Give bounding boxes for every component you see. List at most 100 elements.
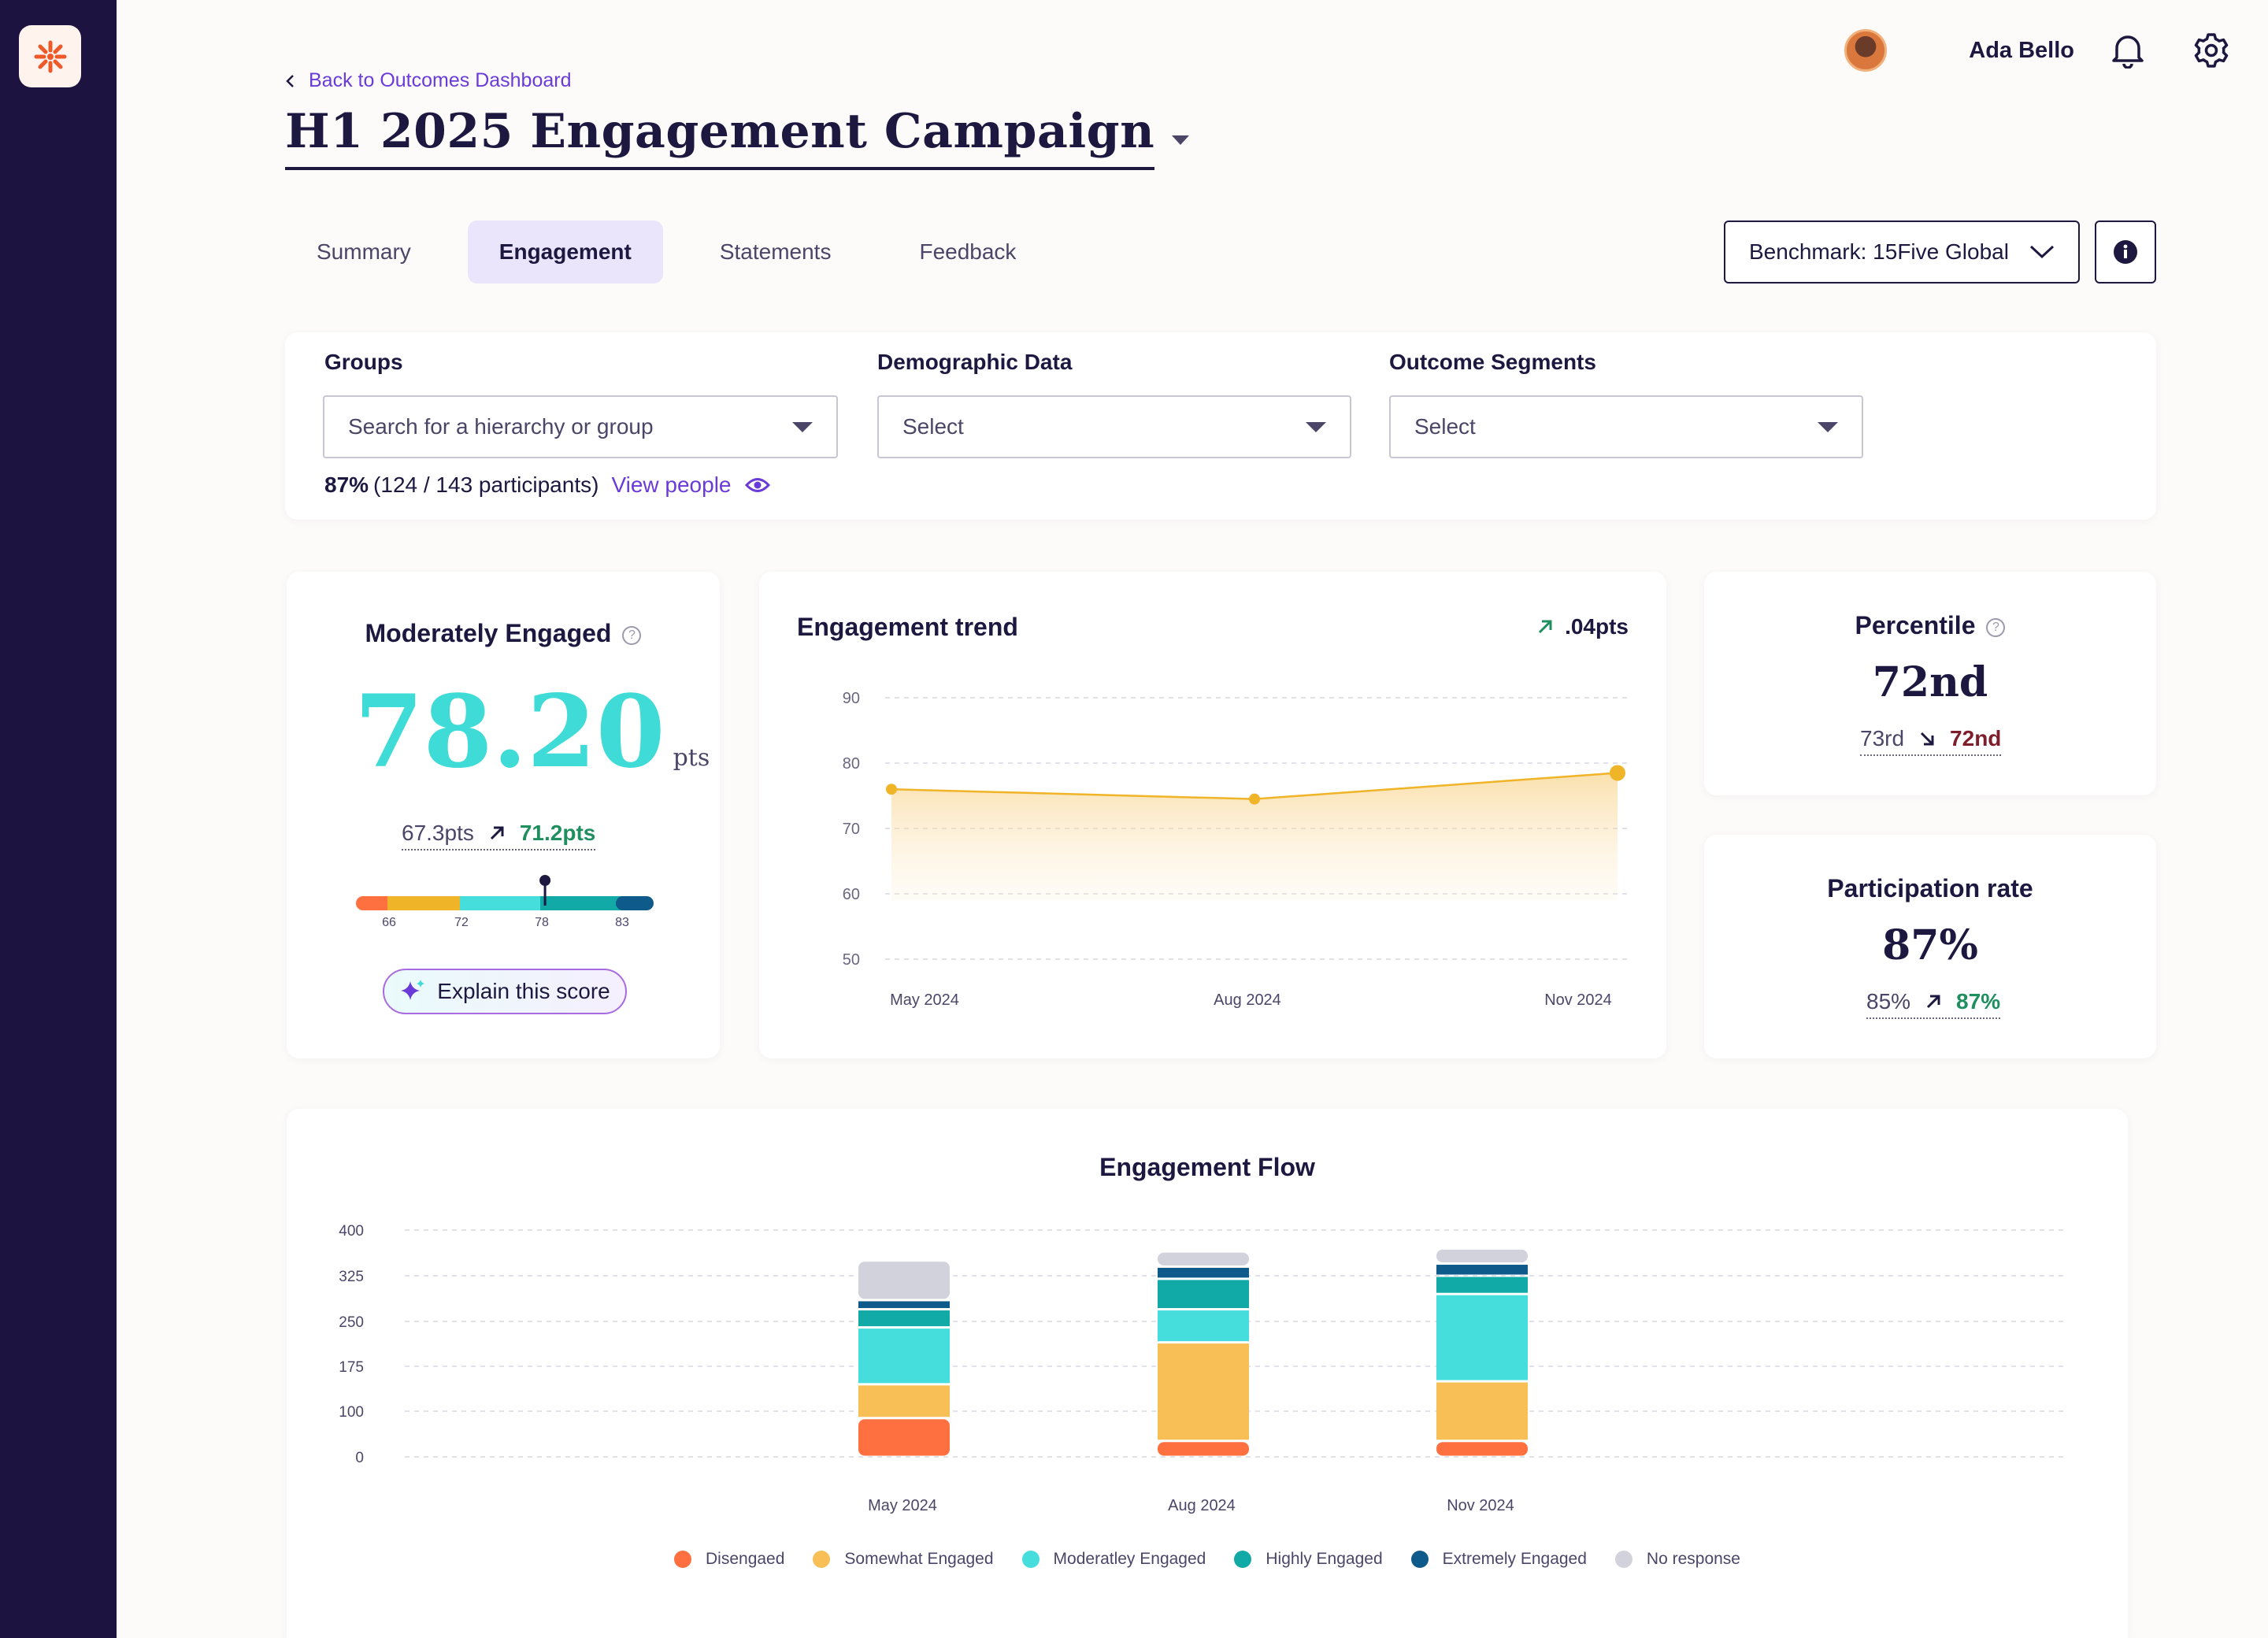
- eye-icon[interactable]: [745, 476, 771, 494]
- left-rail: [0, 0, 117, 1638]
- gauge-tick: 72: [454, 916, 469, 929]
- trend-point[interactable]: [1249, 793, 1260, 805]
- flow-bar-segment: [1158, 1267, 1249, 1278]
- legend-label: Somewhat Engaged: [844, 1550, 994, 1568]
- flow-bar-segment: [1158, 1442, 1249, 1456]
- gear-icon[interactable]: [2189, 28, 2233, 72]
- legend-item[interactable]: Extremely Engaged: [1410, 1550, 1587, 1569]
- legend-item[interactable]: Moderatley Engaged: [1021, 1550, 1206, 1569]
- percentile-current: 72nd: [1950, 726, 2002, 750]
- legend-item[interactable]: Somewhat Engaged: [813, 1550, 994, 1569]
- legend-item[interactable]: Disengaed: [674, 1550, 784, 1569]
- percentile-delta[interactable]: 73rd 72nd: [1860, 726, 2002, 756]
- trend-title: Engagement trend: [797, 613, 1018, 641]
- participation-current: 87%: [1956, 989, 2001, 1014]
- y-tick-label: 50: [843, 951, 860, 969]
- x-tick-label: May 2024: [868, 1497, 937, 1514]
- sparkle-icon: [401, 980, 425, 1000]
- legend-item[interactable]: No response: [1614, 1550, 1740, 1569]
- x-tick-label: Aug 2024: [1168, 1497, 1236, 1514]
- benchmark-select[interactable]: Benchmark: 15Five Global: [1724, 220, 2080, 284]
- y-tick-label: 70: [843, 821, 860, 838]
- score-benchmark: 71.2pts: [519, 821, 596, 845]
- caret-down-icon[interactable]: [1170, 134, 1191, 146]
- legend-label: Moderatley Engaged: [1053, 1550, 1206, 1568]
- participation-delta[interactable]: 85% 87%: [1866, 989, 2001, 1019]
- participation-card: Participation rate 87% 85% 87%: [1704, 835, 2156, 1058]
- score-value-row: 78.20 pts: [354, 682, 710, 781]
- groups-placeholder: Search for a hierarchy or group: [348, 414, 654, 439]
- score-delta[interactable]: 67.3pts 71.2pts: [402, 821, 596, 850]
- flow-bar-segment: [1436, 1249, 1528, 1263]
- view-people-link[interactable]: View people: [611, 472, 732, 497]
- arrow-up-right-icon: [488, 825, 506, 842]
- flow-bar-segment: [858, 1310, 950, 1327]
- flow-bar-segment: [1158, 1252, 1249, 1266]
- legend-label: Disengaed: [706, 1550, 785, 1568]
- bell-icon[interactable]: [2106, 28, 2150, 72]
- y-tick-label: 80: [843, 755, 860, 773]
- tab-summary[interactable]: Summary: [317, 239, 411, 264]
- score-unit: pts: [673, 744, 710, 772]
- demographic-value: Select: [902, 414, 964, 439]
- flow-bar-stack[interactable]: [858, 1262, 950, 1456]
- percentile-title: Percentile: [1855, 611, 1976, 639]
- y-tick-label: 175: [339, 1359, 364, 1376]
- trend-point[interactable]: [1610, 765, 1625, 781]
- groups-label: Groups: [324, 350, 403, 374]
- help-icon[interactable]: ?: [1986, 617, 2006, 637]
- caret-down-icon: [1818, 421, 1838, 432]
- caret-down-icon: [792, 421, 813, 432]
- flow-bar-segment: [1158, 1280, 1249, 1309]
- flow-bar-segment: [1158, 1310, 1249, 1342]
- participation-percent: 87%: [324, 472, 369, 497]
- campaign-title-selector[interactable]: H1 2025 Engagement Campaign: [285, 104, 1191, 170]
- trend-area: [891, 773, 1618, 901]
- flow-bar-stack[interactable]: [1436, 1249, 1528, 1456]
- demographic-select[interactable]: Select: [877, 395, 1351, 458]
- x-tick-label: Nov 2024: [1447, 1497, 1514, 1514]
- segments-value: Select: [1414, 414, 1476, 439]
- participation-detail: (124 / 143 participants): [373, 472, 599, 497]
- legend-dot: [813, 1551, 831, 1568]
- segments-select[interactable]: Select: [1389, 395, 1863, 458]
- legend-item[interactable]: Highly Engaged: [1234, 1550, 1383, 1569]
- legend-dot: [674, 1551, 691, 1568]
- back-link[interactable]: Back to Outcomes Dashboard: [285, 69, 572, 92]
- x-tick-label: May 2024: [890, 991, 959, 1009]
- flow-bar-segment: [858, 1329, 950, 1384]
- participation-summary: 87% (124 / 143 participants) View people: [324, 472, 771, 498]
- user-name[interactable]: Ada Bello: [1969, 37, 2074, 63]
- score-card: Moderately Engaged? 78.20 pts 67.3pts 71…: [287, 572, 720, 1058]
- groups-search-select[interactable]: Search for a hierarchy or group: [323, 395, 838, 458]
- gauge-tick: 83: [615, 916, 629, 929]
- y-tick-label: 325: [339, 1269, 364, 1285]
- gauge-marker: [539, 875, 551, 886]
- info-button[interactable]: [2095, 220, 2156, 284]
- legend-label: Extremely Engaged: [1442, 1550, 1587, 1568]
- app-logo[interactable]: [19, 25, 81, 87]
- x-tick-label: Aug 2024: [1214, 991, 1281, 1009]
- y-tick-label: 60: [843, 886, 860, 903]
- legend-dot: [1614, 1551, 1632, 1568]
- trend-delta: .04pts: [1536, 614, 1629, 639]
- engagement-flow-card: Engagement Flow 0 100 175 250 325 400 May 2024…: [287, 1109, 2128, 1638]
- avatar[interactable]: [1844, 29, 1888, 72]
- percentile-card: Percentile? 72nd 73rd 72nd: [1704, 572, 2156, 795]
- flow-bar-stack[interactable]: [1158, 1252, 1249, 1456]
- flow-bar-segment: [1436, 1382, 1528, 1440]
- trend-point[interactable]: [886, 784, 897, 795]
- explain-label: Explain this score: [437, 979, 610, 1003]
- tab-statements[interactable]: Statements: [719, 239, 832, 264]
- tab-engagement[interactable]: Engagement: [467, 220, 663, 284]
- explain-score-button[interactable]: Explain this score: [383, 969, 627, 1014]
- flow-title: Engagement Flow: [1099, 1153, 1315, 1181]
- x-tick-label: Nov 2024: [1544, 991, 1612, 1009]
- percentile-title-row: Percentile?: [1704, 611, 2156, 640]
- y-tick-label: 90: [843, 690, 860, 707]
- tab-feedback[interactable]: Feedback: [919, 239, 1017, 264]
- percentile-value: 72nd: [1872, 658, 1988, 706]
- y-tick-label: 100: [339, 1404, 364, 1421]
- help-icon[interactable]: ?: [622, 625, 642, 645]
- info-icon: [2114, 240, 2137, 264]
